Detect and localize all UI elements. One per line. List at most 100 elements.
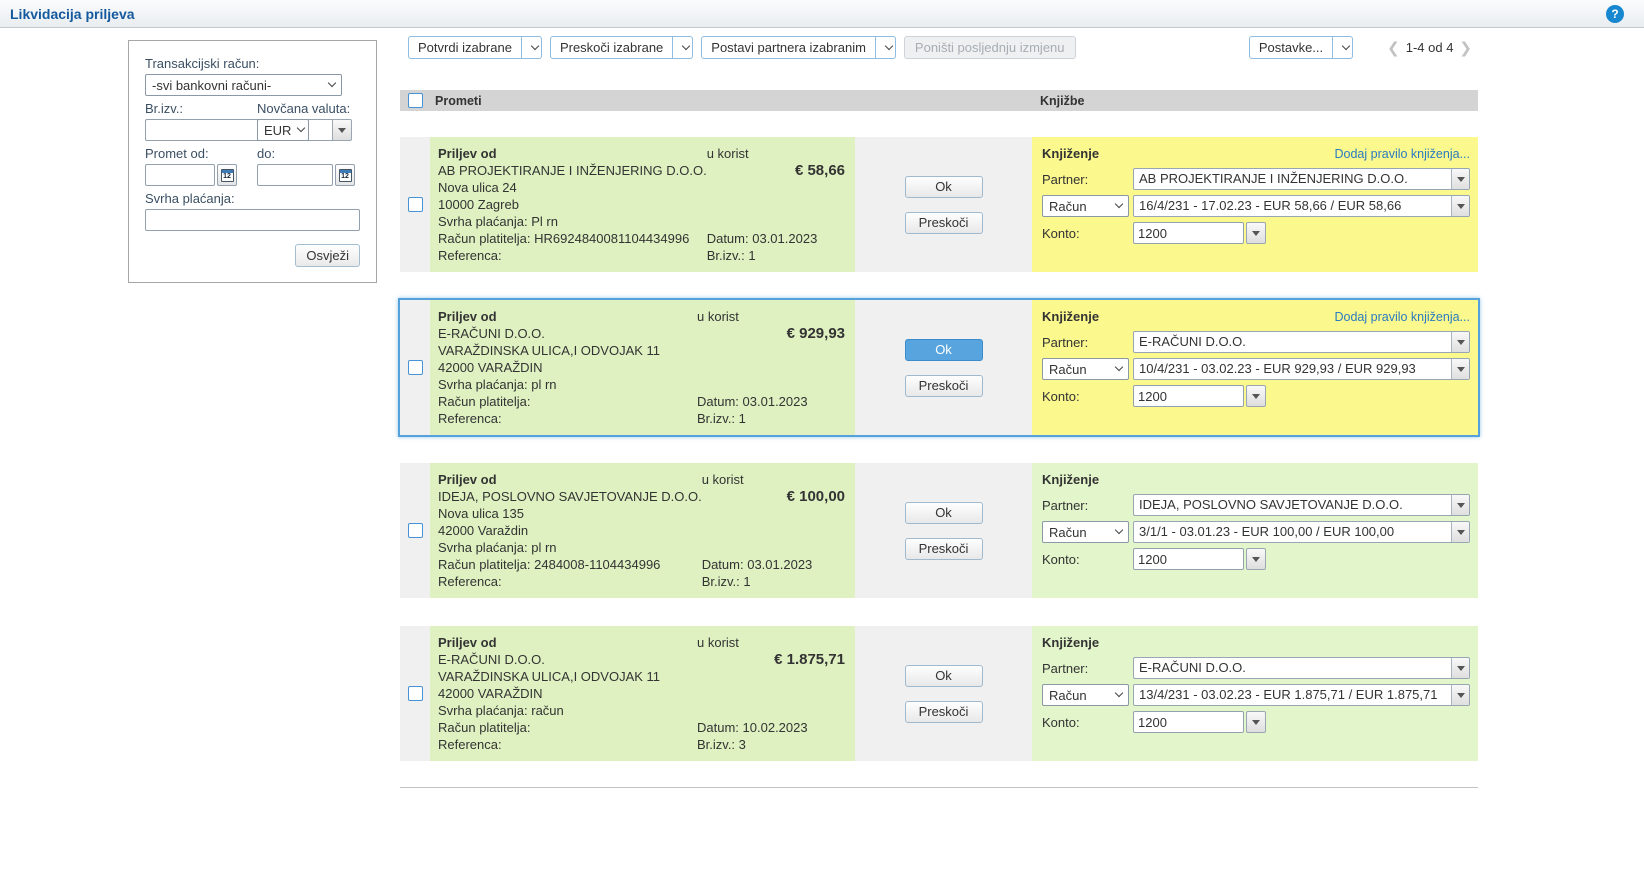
date-line: Datum: 10.02.2023 xyxy=(697,719,845,736)
confirm-selected-dropdown[interactable] xyxy=(521,37,541,58)
partner-combo[interactable]: AB PROJEKTIRANJE I INŽENJERING D.O.O. xyxy=(1133,168,1470,190)
transaction-account-select[interactable]: -svi bankovni računi- xyxy=(145,74,342,96)
payment-purpose-line: Svrha plaćanja: pl rn xyxy=(438,539,702,556)
chevron-down-icon xyxy=(328,79,336,87)
konto-combo xyxy=(1133,222,1470,244)
partner-combo[interactable]: IDEJA, POSLOVNO SAVJETOVANJE D.O.O. xyxy=(1133,494,1470,516)
row-checkbox-cell xyxy=(400,137,430,272)
payer-address: Nova ulica 135 xyxy=(438,505,702,522)
payer-address: Nova ulica 24 xyxy=(438,179,707,196)
partner-label: Partner: xyxy=(1042,335,1133,350)
settings-button[interactable]: Postavke... xyxy=(1249,36,1353,59)
booking-title: Knjiženje xyxy=(1042,635,1099,650)
payer-account-value: HR6924840081104434996 xyxy=(534,231,689,246)
settings-dropdown[interactable] xyxy=(1332,37,1352,58)
document-type-select[interactable]: Račun xyxy=(1042,521,1129,543)
invoice-combo-dropdown-button[interactable] xyxy=(1451,522,1469,542)
document-type-select[interactable]: Račun xyxy=(1042,684,1129,706)
skip-button[interactable]: Preskoči xyxy=(905,212,983,234)
document-type-select[interactable]: Račun xyxy=(1042,358,1129,380)
konto-dropdown-button[interactable] xyxy=(1246,222,1266,244)
chevron-down-icon xyxy=(1115,200,1123,208)
select-all-checkbox[interactable] xyxy=(408,93,423,108)
invoice-combo-dropdown-button[interactable] xyxy=(1451,196,1469,216)
partner-combo[interactable]: E-RAČUNI D.O.O. xyxy=(1133,657,1470,679)
reference-line: Referenca: xyxy=(438,573,702,590)
partner-combo-dropdown-button[interactable] xyxy=(1451,495,1469,515)
skip-selected-dropdown[interactable] xyxy=(672,37,692,58)
undo-last-change-button: Poništi posljednju izmjenu xyxy=(904,36,1076,59)
partner-combo-value: IDEJA, POSLOVNO SAVJETOVANJE D.O.O. xyxy=(1134,495,1451,515)
chevron-down-icon xyxy=(885,41,893,49)
konto-input[interactable] xyxy=(1133,548,1244,570)
chevron-down-icon xyxy=(1115,689,1123,697)
page-title: Likvidacija priljeva xyxy=(10,6,135,22)
row-checkbox[interactable] xyxy=(408,360,423,375)
confirm-selected-button[interactable]: Potvrdi izabrane xyxy=(408,36,542,59)
row-checkbox[interactable] xyxy=(408,197,423,212)
invoice-combo[interactable]: 10/4/231 - 03.02.23 - EUR 929,93 / EUR 9… xyxy=(1133,358,1470,380)
next-page-icon[interactable]: ❯ xyxy=(1453,39,1478,57)
konto-dropdown-button[interactable] xyxy=(1246,711,1266,733)
dropdown-arrow-icon xyxy=(1457,204,1465,209)
currency-select[interactable]: EUR xyxy=(257,119,309,141)
payment-purpose-value: pl rn xyxy=(531,377,556,392)
skip-selected-button[interactable]: Preskoči izabrane xyxy=(550,36,693,59)
transaction-row: Priljev od E-RAČUNI D.O.O. VARAŽDINSKA U… xyxy=(398,298,1480,437)
help-icon[interactable]: ? xyxy=(1606,5,1624,23)
konto-input[interactable] xyxy=(1133,711,1244,733)
date-from-input[interactable] xyxy=(145,164,215,186)
ok-button[interactable]: Ok xyxy=(905,665,983,687)
invoice-combo-dropdown-button[interactable] xyxy=(1451,359,1469,379)
konto-input[interactable] xyxy=(1133,222,1244,244)
invoice-combo[interactable]: 13/4/231 - 03.02.23 - EUR 1.875,71 / EUR… xyxy=(1133,684,1470,706)
payer-name: E-RAČUNI D.O.O. xyxy=(438,651,697,668)
ok-button[interactable]: Ok xyxy=(905,176,983,198)
partner-combo-dropdown-button[interactable] xyxy=(1451,169,1469,189)
payment-purpose-line: Svrha plaćanja: račun xyxy=(438,702,697,719)
invoice-combo-dropdown-button[interactable] xyxy=(1451,685,1469,705)
amount-value: € 58,66 xyxy=(707,162,845,179)
partner-combo[interactable]: E-RAČUNI D.O.O. xyxy=(1133,331,1470,353)
partner-combo-dropdown-button[interactable] xyxy=(1451,332,1469,352)
set-partner-dropdown[interactable] xyxy=(875,37,895,58)
payer-account-value: 2484008-1104434996 xyxy=(534,557,660,572)
konto-dropdown-button[interactable] xyxy=(1246,385,1266,407)
add-booking-rule-link[interactable]: Dodaj pravilo knjiženja... xyxy=(1335,147,1471,161)
row-checkbox-cell xyxy=(400,300,430,435)
partner-combo-value: E-RAČUNI D.O.O. xyxy=(1134,332,1451,352)
date-from-calendar-button[interactable]: 12 xyxy=(217,164,237,186)
skip-button[interactable]: Preskoči xyxy=(905,701,983,723)
date-to-input[interactable] xyxy=(257,164,333,186)
calendar-icon: 12 xyxy=(339,169,352,182)
payment-purpose-value: pl rn xyxy=(531,540,556,555)
refresh-button[interactable]: Osvježi xyxy=(295,244,360,267)
dropdown-arrow-icon xyxy=(1457,503,1465,508)
transaction-row: Priljev od IDEJA, POSLOVNO SAVJETOVANJE … xyxy=(398,461,1480,600)
invoice-combo[interactable]: 16/4/231 - 17.02.23 - EUR 58,66 / EUR 58… xyxy=(1133,195,1470,217)
row-checkbox-cell xyxy=(400,463,430,598)
prev-page-icon[interactable]: ❮ xyxy=(1381,39,1406,57)
skip-button[interactable]: Preskoči xyxy=(905,538,983,560)
transaction-panel: Priljev od AB PROJEKTIRANJE I INŽENJERIN… xyxy=(430,137,855,272)
date-line: Datum: 03.01.2023 xyxy=(707,230,845,247)
konto-dropdown-button[interactable] xyxy=(1246,548,1266,570)
dropdown-arrow-icon xyxy=(1252,231,1260,236)
invoice-combo[interactable]: 3/1/1 - 03.01.23 - EUR 100,00 / EUR 100,… xyxy=(1133,521,1470,543)
add-booking-rule-link[interactable]: Dodaj pravilo knjiženja... xyxy=(1335,310,1471,324)
dropdown-arrow-icon xyxy=(1457,367,1465,372)
payment-purpose-input[interactable] xyxy=(145,209,360,231)
set-partner-button[interactable]: Postavi partnera izabranim xyxy=(701,36,896,59)
document-type-select[interactable]: Račun xyxy=(1042,195,1129,217)
skip-button[interactable]: Preskoči xyxy=(905,375,983,397)
partner-combo-dropdown-button[interactable] xyxy=(1451,658,1469,678)
ok-button[interactable]: Ok xyxy=(905,502,983,524)
date-to-calendar-button[interactable]: 12 xyxy=(335,164,355,186)
konto-input[interactable] xyxy=(1133,385,1244,407)
ok-button[interactable]: Ok xyxy=(905,339,983,361)
row-checkbox[interactable] xyxy=(408,686,423,701)
row-checkbox[interactable] xyxy=(408,523,423,538)
statement-value: 3 xyxy=(739,737,746,752)
statement-line: Br.izv.: 1 xyxy=(707,247,845,264)
filter-panel: Transakcijski račun: -svi bankovni račun… xyxy=(128,40,377,283)
